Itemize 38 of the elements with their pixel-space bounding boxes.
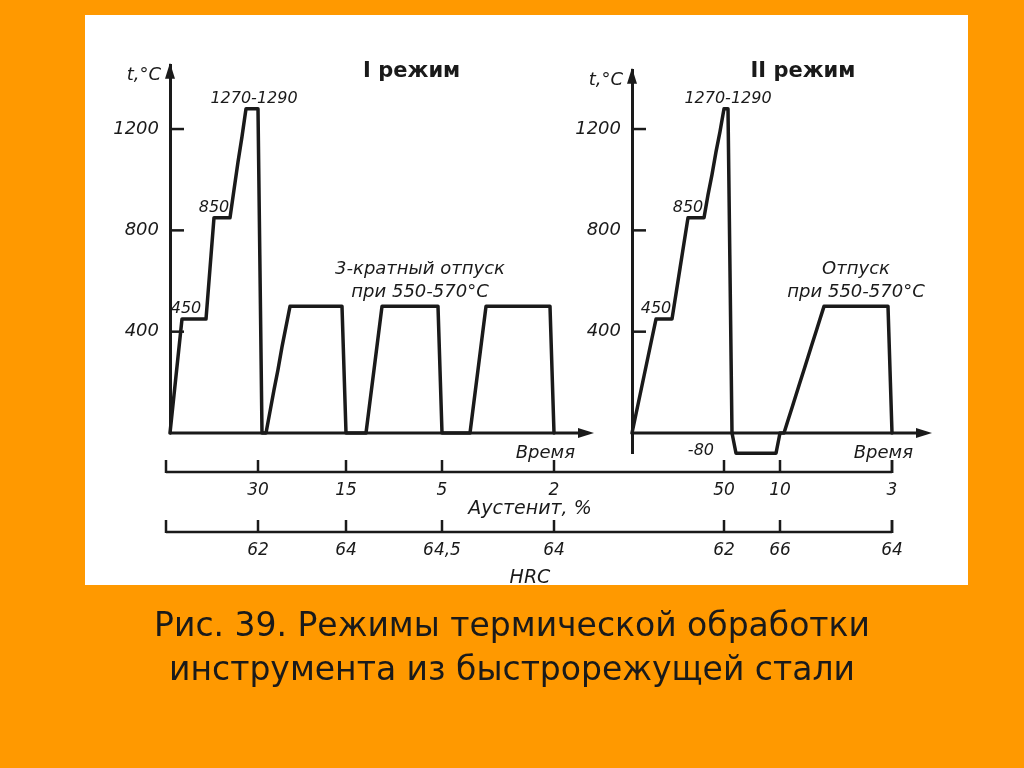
y-tick-label: 800 <box>586 218 621 240</box>
annotation: 64 <box>335 539 357 559</box>
annotation: 66 <box>769 539 791 559</box>
x-axis-title: Время <box>515 441 576 462</box>
y-tick-label: 1200 <box>113 116 159 138</box>
chart-title: I режим <box>363 58 461 82</box>
annotation: 64 <box>881 539 903 559</box>
annotation: 62 <box>247 539 269 559</box>
x-tick-label: 10 <box>769 479 791 499</box>
x-tick-label: 2 <box>548 479 560 499</box>
y-tick-label: 800 <box>124 218 159 240</box>
data-label: 450 <box>170 298 202 318</box>
x-tick-label: 15 <box>335 479 357 499</box>
annotation: 3-кратный отпуск при 550-570°C <box>335 257 506 302</box>
x-tick-label: 3 <box>886 479 898 499</box>
x-axis-title: Время <box>853 441 914 462</box>
y-axis-title: t,°C <box>588 67 624 89</box>
y-tick-label: 400 <box>124 319 159 341</box>
data-label: 450 <box>640 298 672 318</box>
annotation: 64 <box>543 539 565 559</box>
chart-title: II режим <box>750 58 856 82</box>
data-label: 1270-1290 <box>684 87 772 107</box>
x-tick-label: 5 <box>436 479 448 499</box>
annotation: 64,5 <box>423 539 461 559</box>
y-tick-label: 1200 <box>575 116 621 138</box>
text: Рис. 39. Режимы термической обработки инструмента из быстрорежущей стали <box>153 604 871 690</box>
text: HRC <box>508 565 552 587</box>
data-label: 1270-1290 <box>210 87 298 107</box>
data-label: 850 <box>672 196 704 216</box>
text: Аустенит, % <box>468 496 592 518</box>
y-tick-label: 400 <box>586 319 621 341</box>
annotation: Отпуск при 550-570°C <box>787 257 926 302</box>
x-tick-label: 30 <box>247 479 269 499</box>
data-label: 850 <box>198 196 230 216</box>
y-axis-title: t,°C <box>126 62 162 84</box>
data-label: -80 <box>687 440 714 460</box>
annotation: 62 <box>713 539 735 559</box>
x-tick-label: 50 <box>713 479 735 499</box>
